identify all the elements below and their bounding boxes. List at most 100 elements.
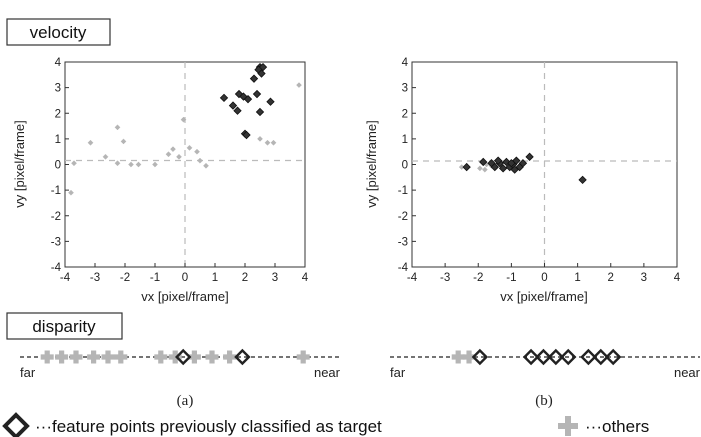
target-point xyxy=(518,159,528,168)
plot-b-xtick-label: 4 xyxy=(674,272,681,284)
strip-b-target-mark xyxy=(547,348,565,366)
strip-b-target-mark xyxy=(605,348,622,366)
plot-b-ytick-label: 4 xyxy=(402,57,409,69)
strip-b-target-mark xyxy=(535,348,552,366)
target-point xyxy=(462,162,471,172)
plot-a-xtick-label: 3 xyxy=(272,272,278,284)
others-point xyxy=(152,161,158,168)
plot-b-ytick-label: -3 xyxy=(398,236,408,248)
scatter-plot-b: vx [pixel/frame] vy [pixel/frame] xyxy=(364,61,678,304)
strip-b-target-mark xyxy=(592,348,609,366)
others-point xyxy=(194,148,200,155)
target-point xyxy=(239,92,248,101)
plot-a-ytick-label: -1 xyxy=(51,185,61,197)
others-point xyxy=(197,157,203,164)
plot-a-xtick-label: 4 xyxy=(302,272,309,284)
strip-b-target-mark xyxy=(580,348,597,366)
strip-b-target-mark xyxy=(471,348,489,366)
target-point xyxy=(578,175,587,185)
others-point xyxy=(170,146,176,153)
strip-a-others-mark xyxy=(69,350,83,364)
strip-a-others-mark xyxy=(187,350,201,364)
others-point xyxy=(203,162,209,169)
strip-a-others-mark xyxy=(296,350,310,364)
disparity-label-box: disparity xyxy=(6,312,123,340)
others-point xyxy=(257,135,263,142)
plot-a-xtick-label: -1 xyxy=(150,272,160,284)
strip-b-others-mark xyxy=(451,350,465,364)
target-point xyxy=(507,159,516,168)
others-point xyxy=(481,166,488,173)
plot-b-xtick-label: 2 xyxy=(608,272,614,284)
plot-b-ytick-label: 0 xyxy=(402,160,408,172)
plot-a-ytick-label: 4 xyxy=(55,57,62,69)
target-point xyxy=(242,130,251,140)
plot-a-xtick-label: 0 xyxy=(182,272,188,284)
plot-a-ytick-label: -3 xyxy=(51,236,61,248)
target-point xyxy=(493,156,503,165)
others-point xyxy=(114,160,121,167)
strip-a-far-label: far xyxy=(20,365,36,380)
plot-b-ytick-label: -2 xyxy=(398,211,408,223)
plot-a-xtick-label: -2 xyxy=(120,272,130,284)
others-point xyxy=(114,124,121,131)
strip-a-others-mark xyxy=(87,350,101,364)
legend-others-label: ···others xyxy=(585,417,649,436)
target-point xyxy=(233,106,242,115)
others-point xyxy=(135,161,142,168)
plot-a-ytick-label: 0 xyxy=(55,160,61,172)
plot-a-xlabel: vx [pixel/frame] xyxy=(141,289,228,304)
plot-a-ytick-label: 3 xyxy=(55,83,61,95)
plot-a-ytick-label: -2 xyxy=(51,211,61,223)
others-point xyxy=(180,116,187,123)
strip-a-others-mark xyxy=(114,350,128,364)
disparity-strip-a: far near xyxy=(20,356,341,380)
strip-a-others-mark xyxy=(55,350,69,364)
strip-a-others-mark xyxy=(223,350,237,364)
strip-b-target-mark xyxy=(560,348,577,366)
panel-a-caption: (a) xyxy=(177,393,194,409)
plot-b-xtick-label: -2 xyxy=(473,272,483,284)
plot-b-xtick-label: 0 xyxy=(541,272,547,284)
strip-b-target-mark xyxy=(522,348,540,366)
strip-a-near-label: near xyxy=(314,365,341,380)
disparity-strip-b: far near xyxy=(390,356,701,380)
strip-a-target-mark xyxy=(234,348,251,366)
velocity-label: velocity xyxy=(30,23,87,42)
plot-b-xtick-label: 3 xyxy=(641,272,647,284)
legend-target-label: ···feature points previously classified … xyxy=(35,417,382,436)
target-point xyxy=(249,74,259,83)
others-point xyxy=(296,82,302,88)
plot-a-xtick-label: 1 xyxy=(212,272,218,284)
strip-b-far-label: far xyxy=(390,365,406,380)
target-point xyxy=(228,101,238,110)
plot-a-ytick-label: 2 xyxy=(55,108,61,120)
plot-b-xtick-label: -1 xyxy=(506,272,516,284)
others-point xyxy=(128,161,134,168)
strip-a-target-mark xyxy=(175,348,192,366)
velocity-label-box: velocity xyxy=(6,18,111,46)
target-point xyxy=(479,157,488,167)
plot-b-ylabel: vy [pixel/frame] xyxy=(364,120,379,207)
target-point xyxy=(498,164,508,173)
others-point xyxy=(120,138,127,145)
plot-a-ytick-label: -4 xyxy=(51,262,62,274)
strip-b-near-label: near xyxy=(674,365,701,380)
plot-a-xtick-label: -4 xyxy=(60,272,71,284)
target-point xyxy=(219,93,229,103)
plot-b-xtick-label: 1 xyxy=(574,272,580,284)
disparity-box-frame xyxy=(6,312,123,340)
others-point xyxy=(176,153,182,160)
others-point xyxy=(477,165,483,172)
others-point xyxy=(264,139,271,146)
velocity-box-frame xyxy=(6,18,111,46)
legend-target-diamond-icon xyxy=(2,412,30,437)
plot-b-ytick-label: -1 xyxy=(398,185,408,197)
others-point xyxy=(102,153,109,160)
others-point xyxy=(270,139,277,146)
disparity-label: disparity xyxy=(32,317,96,336)
others-point xyxy=(87,139,94,146)
strip-a-others-mark xyxy=(101,350,115,364)
panel-b-caption: (b) xyxy=(535,393,553,409)
